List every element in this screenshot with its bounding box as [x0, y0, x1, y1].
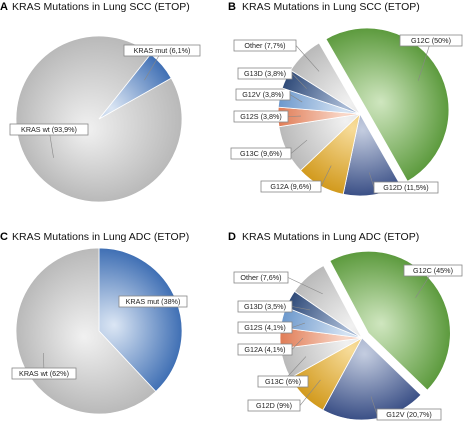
- label-leader-line: [289, 94, 303, 103]
- slice-label: G12V (3,8%): [242, 90, 284, 99]
- slice-label: Other (7,6%): [240, 273, 281, 282]
- label-leader-line: [291, 322, 305, 328]
- slice-label: KRAS wt (93,9%): [21, 125, 77, 134]
- slice-label-box: [233, 271, 289, 284]
- slice-label-box: [118, 295, 188, 308]
- slice-label: G12C (45%): [413, 266, 453, 275]
- slice-label: KRAS mut (6,1%): [134, 46, 191, 55]
- slice-label: Other (7,7%): [244, 41, 285, 50]
- slice-label: G12D (9%): [256, 401, 292, 410]
- label-leader-line: [368, 172, 375, 188]
- label-leader-line: [417, 40, 432, 81]
- panel-a: A KRAS Mutations in Lung SCC (ETOP) KRAS…: [0, 1, 201, 203]
- slice-label: G13C (9,6%): [240, 149, 282, 158]
- slice-label-box: [260, 180, 322, 193]
- pie-slice: [322, 337, 422, 421]
- slice-label-box: [373, 181, 439, 194]
- slice-label-box: [247, 399, 301, 412]
- slice-label-box: [237, 300, 293, 313]
- pie-slice: [293, 265, 363, 339]
- label-leader-line: [287, 277, 323, 295]
- pie-slice: [325, 27, 450, 182]
- panel-b-title: KRAS Mutations in Lung SCC (ETOP): [242, 1, 420, 13]
- slice-label: G13C (6%): [265, 377, 301, 386]
- slice-label-box: [376, 408, 442, 421]
- slice-label: G12C (50%): [411, 36, 451, 45]
- label-leader-line: [299, 379, 321, 406]
- pie-chart-c: KRAS mut (38%) KRAS wt (62%): [11, 247, 188, 415]
- slice-label-box: [9, 123, 89, 136]
- slice-label: KRAS mut (38%): [126, 297, 181, 306]
- slice-label: G12A (4,1%): [244, 345, 285, 354]
- panel-d-title: KRAS Mutations in Lung ADC (ETOP): [242, 231, 419, 243]
- panel-c: C KRAS Mutations in Lung ADC (ETOP) KRAS…: [0, 231, 189, 415]
- slice-label: KRAS wt (62%): [19, 369, 69, 378]
- slice-label-box: [233, 110, 289, 123]
- panel-c-title: KRAS Mutations in Lung ADC (ETOP): [12, 231, 189, 243]
- slice-label: G13D (3,5%): [244, 302, 286, 311]
- slice-label: G13D (3,8%): [244, 69, 286, 78]
- panel-b: B KRAS Mutations in Lung SCC (ETOP) G12C…: [228, 1, 463, 197]
- label-leader-line: [295, 45, 320, 72]
- label-leader-line: [290, 139, 308, 154]
- pie-chart-b: G12C (50%) G12D (11,5%) G12A (9,6%) G13C (9…: [230, 27, 463, 197]
- slice-label-box: [233, 39, 297, 52]
- label-leader-line: [291, 337, 304, 350]
- slice-label: G12V (20,7%): [386, 410, 432, 419]
- slice-label-box: [257, 375, 309, 388]
- label-leader-line: [291, 73, 307, 89]
- pie-chart-a: KRAS wt (93,9%) KRAS mut (6,1%): [9, 35, 201, 203]
- slice-label-box: [399, 34, 463, 47]
- panel-d: D KRAS Mutations in Lung ADC (ETOP) G12C…: [228, 231, 463, 421]
- pie-slice: [290, 42, 361, 115]
- panel-letter-c: C: [0, 231, 8, 243]
- slice-label-box: [237, 321, 293, 334]
- slice-label-box: [230, 147, 292, 160]
- pie-chart-d: G12C (45%) G12V (20,7%) G12D (9%) G13C (6%)…: [233, 250, 463, 421]
- slice-label-box: [235, 88, 291, 101]
- slice-label-box: [11, 367, 77, 380]
- slice-label: G12A (9,6%): [270, 182, 311, 191]
- slice-label: G12S (3,8%): [240, 112, 282, 121]
- slice-label-box: [237, 343, 293, 356]
- slice-label-box: [403, 264, 463, 277]
- slice-label-box: [123, 44, 201, 57]
- slice-label: G12D (11,5%): [383, 183, 428, 192]
- label-leader-line: [291, 306, 311, 311]
- label-leader-line: [320, 165, 332, 187]
- label-leader-line: [370, 396, 378, 415]
- slice-label-box: [237, 67, 293, 80]
- panel-letter-d: D: [228, 231, 236, 243]
- pie-slice: [329, 250, 451, 391]
- panel-a-title: KRAS Mutations in Lung SCC (ETOP): [12, 1, 190, 13]
- panel-letter-a: A: [0, 1, 8, 13]
- slice-label: G12S (4,1%): [244, 323, 286, 332]
- panel-letter-b: B: [228, 1, 236, 13]
